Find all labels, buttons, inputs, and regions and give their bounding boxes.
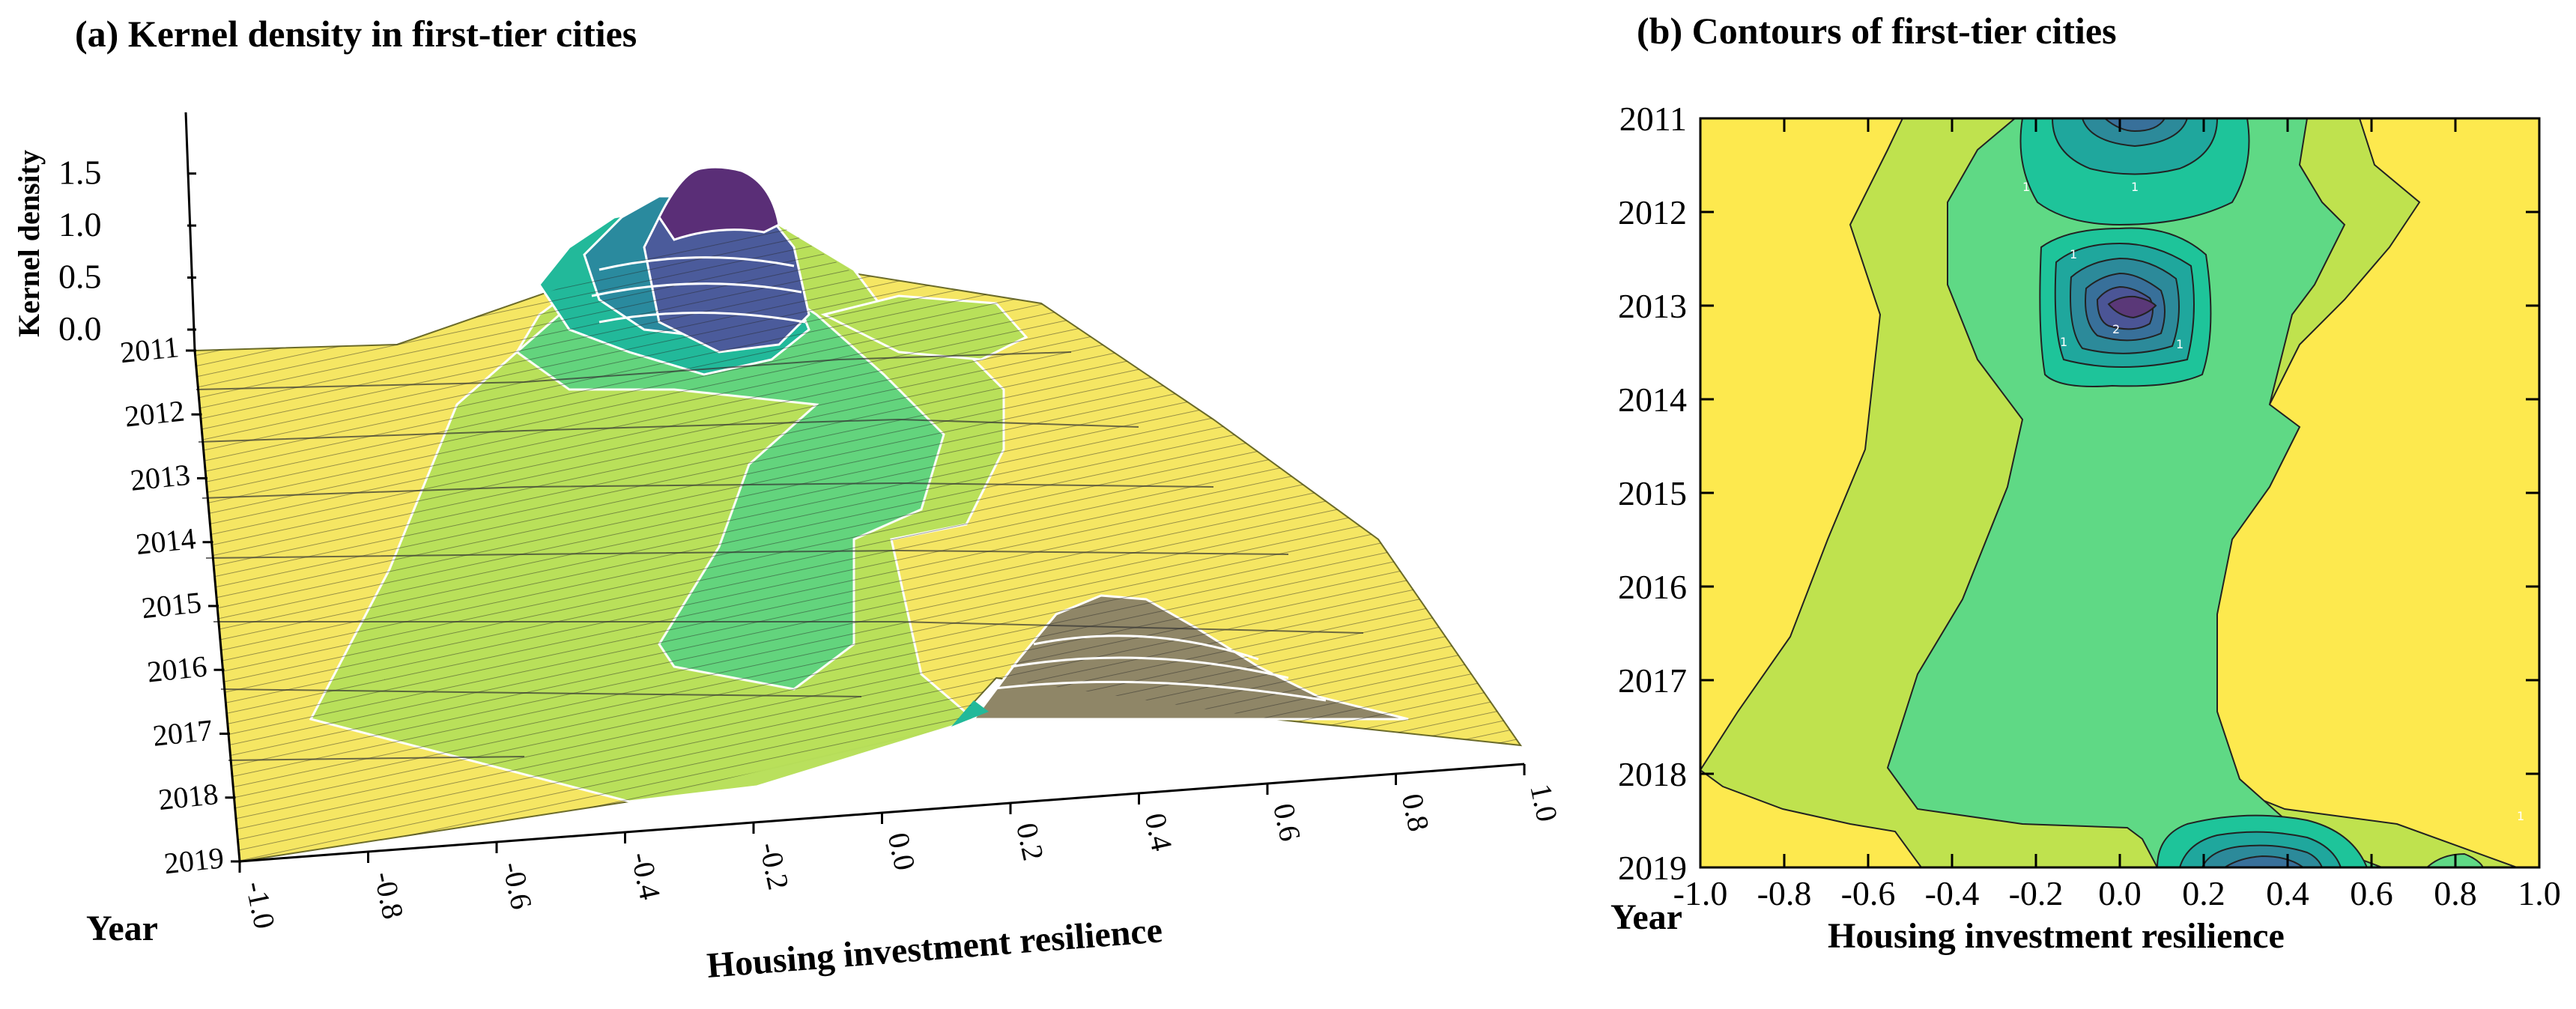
year-tick-label: 2017 bbox=[151, 713, 214, 753]
x-tick-label: -0.6 bbox=[496, 859, 539, 912]
contour-level-label: 1 bbox=[2176, 337, 2183, 351]
contour-level-label: 1 bbox=[2022, 180, 2030, 194]
contour-level-2 bbox=[1886, 118, 2383, 867]
surface-mesh-lines bbox=[195, 225, 1521, 861]
year-tick-label: 2013 bbox=[129, 458, 192, 497]
contour-plot-area bbox=[1700, 118, 2539, 867]
contour-labels: 1 1 1 2 1 1 1 bbox=[2022, 180, 2524, 823]
z-tick-label: 0.0 bbox=[58, 309, 102, 348]
contour-level-5-top bbox=[2081, 118, 2189, 148]
contour-level-label: 1 bbox=[2070, 247, 2077, 261]
year-axis: 2011 2012 2013 2014 2015 2016 2017 2018 2019 bbox=[118, 330, 241, 880]
x-tick-label: 1.0 bbox=[1524, 781, 1564, 825]
z-axis-label: Kernel density bbox=[12, 150, 46, 337]
contour-x-tick-label: -0.8 bbox=[1757, 874, 1812, 912]
x-tick-label: 0.2 bbox=[1010, 820, 1050, 864]
contour-x-tick-label: 1.0 bbox=[2518, 874, 2561, 912]
contour-y-tick-label: 2012 bbox=[1618, 193, 1687, 231]
contour-y-tick-label: 2011 bbox=[1619, 100, 1687, 138]
contour-x-tick-label: 0.2 bbox=[2182, 874, 2225, 912]
contour-y-axis: 2011 2012 2013 2014 2015 2016 2017 2018 2019 bbox=[1618, 100, 2539, 887]
contour-level-8-peak bbox=[2107, 295, 2157, 319]
panel-a-title: (a) Kernel density in first-tier cities bbox=[75, 13, 637, 55]
year-tick-label: 2015 bbox=[140, 585, 203, 625]
contour-x-tick-label: -0.4 bbox=[1925, 874, 1980, 912]
contour-y-tick-label: 2015 bbox=[1618, 474, 1687, 512]
contour-x-tick-label: 0.8 bbox=[2434, 874, 2477, 912]
x-tick-label: 0.4 bbox=[1139, 810, 1179, 854]
contour-x-tick-label: -0.2 bbox=[2009, 874, 2064, 912]
surface-grid-rows bbox=[196, 351, 1364, 761]
surface-peak-purple bbox=[658, 166, 781, 241]
z-tick-label: 0.5 bbox=[58, 258, 102, 296]
contour-y-axis-label: Year bbox=[1610, 897, 1682, 937]
surface-contour-arcs bbox=[591, 256, 1327, 702]
contour-x-axis-label: Housing investment resilience bbox=[1828, 916, 2285, 956]
x-tick-label: 0.6 bbox=[1267, 801, 1307, 844]
contour-y-tick-label: 2018 bbox=[1618, 755, 1687, 793]
x-tick-label: -0.8 bbox=[368, 869, 410, 922]
contour-x-tick-label: -0.6 bbox=[1841, 874, 1896, 912]
contour-x-tick-label: 0.0 bbox=[2098, 874, 2142, 912]
year-tick-label: 2012 bbox=[123, 393, 186, 433]
year-tick-label: 2018 bbox=[157, 777, 219, 816]
contour-level-label: 1 bbox=[2131, 180, 2139, 194]
year-tick-label: 2014 bbox=[134, 521, 197, 561]
surface-region-front-teal bbox=[951, 700, 989, 727]
contour-level-label: 2 bbox=[2112, 322, 2120, 336]
contour-level-label: 1 bbox=[2517, 809, 2524, 823]
year-tick-label: 2011 bbox=[118, 330, 181, 369]
contour-level-label: 1 bbox=[2060, 335, 2067, 349]
year-tick-label: 2016 bbox=[145, 649, 208, 688]
z-axis: 0.0 0.5 1.0 1.5 bbox=[58, 154, 196, 348]
x-tick-label: 0.8 bbox=[1395, 791, 1436, 834]
contour-y-tick-label: 2016 bbox=[1618, 568, 1687, 606]
panel-b-title: (b) Contours of first-tier cities bbox=[1637, 10, 2117, 52]
contour-x-axis: -1.0 -0.8 -0.6 -0.4 -0.2 0.0 0.2 0.4 0.6 0.8 1.0 bbox=[1673, 118, 2561, 912]
contour-y-tick-label: 2017 bbox=[1618, 661, 1687, 700]
contour-y-tick-label: 2019 bbox=[1618, 849, 1687, 887]
x-axis-label: Housing investment resilience bbox=[706, 910, 1164, 986]
x-tick-label: 0.0 bbox=[882, 830, 922, 873]
z-tick-label: 1.0 bbox=[58, 205, 102, 243]
year-axis-label: Year bbox=[86, 909, 158, 948]
panel-b-contour-plot: (b) Contours of first-tier cities bbox=[1610, 10, 2561, 956]
contour-x-tick-label: -1.0 bbox=[1673, 874, 1728, 912]
x-tick-label: -1.0 bbox=[239, 879, 282, 932]
x-tick-label: -0.2 bbox=[753, 840, 795, 893]
panel-a-surface-plot: (a) Kernel density in first-tier cities bbox=[12, 13, 1565, 986]
contour-level-6-bottom bbox=[2223, 855, 2305, 867]
year-tick-label: 2019 bbox=[163, 840, 225, 880]
x-tick-label: -0.4 bbox=[625, 849, 667, 903]
contour-x-tick-label: 0.4 bbox=[2266, 874, 2309, 912]
contour-y-tick-label: 2013 bbox=[1618, 287, 1687, 325]
surface-mesh bbox=[193, 166, 1523, 863]
z-tick-label: 1.5 bbox=[58, 154, 102, 192]
contour-x-tick-label: 0.6 bbox=[2350, 874, 2393, 912]
contour-y-tick-label: 2014 bbox=[1618, 381, 1687, 419]
